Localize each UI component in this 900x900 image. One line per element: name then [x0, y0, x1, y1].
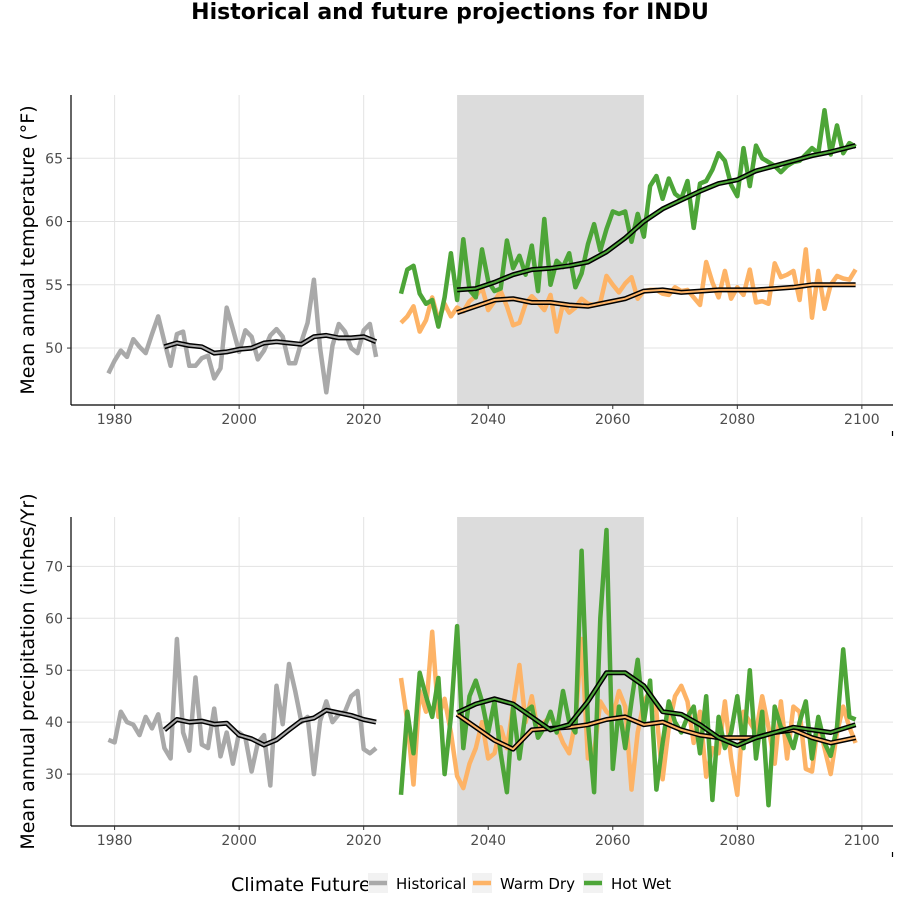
y-tick-label: 30 [45, 767, 63, 783]
x-tick-label: 1980 [97, 833, 133, 849]
legend: Climate Future Historical Warm Dry Hot Wet [231, 873, 671, 896]
series-line-hot-wet [398, 527, 857, 808]
page-title: Historical and future projections for IN… [191, 0, 709, 25]
legend-label-warm-dry: Warm Dry [500, 875, 575, 893]
y-axis-title: Mean annual precipitation (inches/Yr) [17, 493, 39, 849]
series-outline-historical-smoothed [162, 707, 377, 748]
temperature-chart: 50 55 60 65 1980 2000 2020 2040 2060 2080 2100 Mean… [17, 95, 894, 436]
x-tick-label: 2020 [346, 412, 382, 428]
y-tick-label: 70 [45, 559, 63, 575]
series-line-warm-dry [398, 629, 858, 798]
x-tick-label: 2060 [595, 833, 631, 849]
series-line-historical-smoothed [163, 709, 377, 746]
x-tick-label: 2060 [595, 412, 631, 428]
legend-label-historical: Historical [396, 875, 466, 893]
legend-label-hot-wet: Hot Wet [611, 875, 671, 893]
precipitation-chart: 30 40 50 60 70 1980 2000 2020 2040 2060 2080 2100 Me… [17, 493, 894, 857]
y-tick-label: 50 [45, 341, 63, 357]
y-axis-title: Mean annual temperature (°F) [17, 105, 39, 394]
series-line-historical [106, 277, 379, 395]
y-tick-label: 55 [45, 278, 63, 294]
y-tick-label: 60 [45, 215, 63, 231]
x-tick-label: 2040 [470, 412, 506, 428]
legend-title: Climate Future [231, 874, 371, 896]
x-tick-label: 2020 [346, 833, 382, 849]
x-tick-label: 2000 [221, 412, 257, 428]
x-tick-label: 2100 [844, 412, 880, 428]
x-tick-label: 2080 [719, 412, 755, 428]
y-tick-label: 40 [45, 715, 63, 731]
shaded-period [457, 95, 644, 405]
x-tick-label: 2100 [844, 833, 880, 849]
y-tick-label: 60 [45, 611, 63, 627]
series-line-hot-wet-smoothed [457, 144, 856, 291]
y-tick-label: 65 [45, 151, 63, 167]
series-line-hot-wet-smoothed [456, 671, 856, 747]
series-line-historical-smoothed [164, 334, 377, 355]
x-tick-label: 2000 [221, 833, 257, 849]
series-line-warm-dry-smoothed [456, 283, 856, 314]
x-tick-label: 2080 [719, 833, 755, 849]
x-tick-label: 1980 [97, 412, 133, 428]
x-tick-label: 2040 [470, 833, 506, 849]
y-tick-label: 50 [45, 663, 63, 679]
